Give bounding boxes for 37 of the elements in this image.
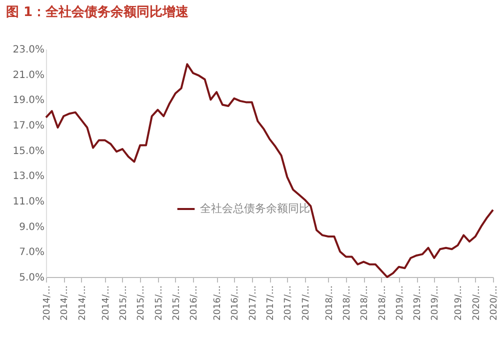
x-tick-label: 2019/…	[430, 286, 441, 320]
y-tick-label: 11.0%	[12, 196, 44, 208]
x-tick-label: 2015/…	[154, 286, 164, 320]
x-tick-label: 2014/…	[42, 286, 52, 320]
x-tick-label: 2014/…	[60, 286, 70, 320]
y-tick-label: 5.0%	[19, 272, 44, 284]
x-tick-label: 2015/…	[136, 286, 147, 320]
x-tick-label: 2019/…	[454, 286, 464, 320]
x-tick-label: 2018/…	[378, 286, 388, 320]
x-tick-label: 2017/…	[284, 286, 294, 320]
x-tick-label: 2016/…	[213, 286, 224, 320]
x-tick-label: 2015/…	[172, 286, 182, 320]
chart-title: 图 1：全社会债务余额同比增速	[6, 4, 190, 20]
y-tick-label: 23.0%	[12, 44, 44, 56]
x-tick-label: 2020/…	[472, 286, 482, 320]
y-tick-label: 9.0%	[19, 222, 44, 233]
legend-label: 全社会总债务余额同比	[200, 202, 310, 215]
y-tick-label: 21.0%	[12, 70, 44, 81]
x-tick-label: 2018/…	[360, 286, 370, 320]
y-tick-label: 13.0%	[12, 171, 44, 182]
x-tick-label: 2017/…	[301, 286, 312, 320]
x-tick-label: 2018/…	[342, 286, 352, 320]
y-tick-label: 17.0%	[12, 120, 44, 132]
x-tick-label: 2017/…	[248, 286, 258, 320]
x-tick-label: 2019/…	[413, 286, 424, 320]
x-tick-label: 2017/…	[266, 286, 276, 320]
x-tick-label: 2014/…	[101, 286, 112, 320]
x-tick-label: 2016/…	[190, 286, 200, 320]
x-tick-label: 2015/…	[118, 286, 129, 320]
y-tick-label: 7.0%	[19, 247, 44, 258]
x-tick-label: 2018/…	[324, 286, 335, 320]
y-tick-label: 15.0%	[12, 146, 44, 157]
y-tick-label: 19.0%	[12, 95, 44, 106]
x-tick-label: 2019/…	[395, 286, 406, 320]
x-tick-label: 2020/…	[490, 286, 500, 320]
x-tick-label: 2014/…	[78, 286, 88, 320]
x-tick-label: 2016/…	[230, 286, 241, 320]
